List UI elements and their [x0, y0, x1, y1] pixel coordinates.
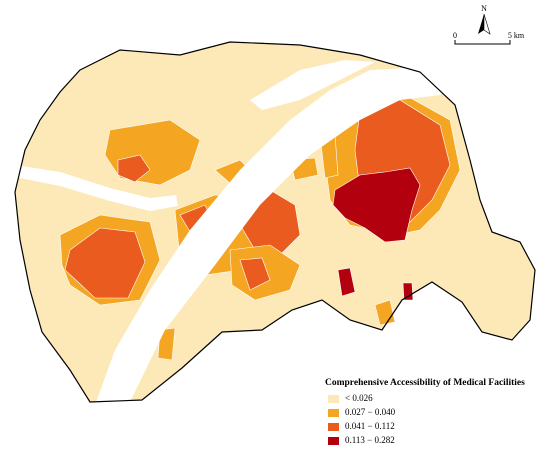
district-patch	[157, 327, 176, 361]
legend-swatch	[328, 423, 339, 431]
scale-line	[454, 40, 511, 45]
district-patch	[402, 282, 414, 301]
legend-swatch	[328, 395, 339, 403]
han-river	[10, 165, 178, 211]
legend-label: < 0.026	[345, 393, 373, 403]
lake	[250, 60, 375, 110]
scale-end: 5 km	[508, 31, 525, 40]
legend-label: 0.041 − 0.112	[345, 421, 395, 431]
district-patch	[117, 154, 151, 183]
district-patch	[64, 227, 146, 299]
city-outline	[14, 41, 536, 403]
north-label: N	[481, 4, 487, 13]
district-patch	[332, 167, 421, 243]
legend-label: 0.113 − 0.282	[345, 435, 395, 445]
district-patch	[239, 257, 271, 291]
north-arrow: N	[478, 4, 491, 35]
district-patch	[337, 267, 356, 297]
scale-start: 0	[453, 31, 457, 40]
legend: Comprehensive Accessibility of Medical F…	[325, 378, 525, 445]
scale-bar: 0 5 km	[453, 31, 525, 45]
legend-swatch	[328, 437, 339, 445]
legend-swatch	[328, 409, 339, 417]
legend-label: 0.027 − 0.040	[345, 407, 396, 417]
legend-title: Comprehensive Accessibility of Medical F…	[325, 378, 525, 388]
arrow-half	[478, 14, 484, 34]
arrow-half	[483, 13, 491, 35]
yangtze-river	[95, 68, 452, 405]
